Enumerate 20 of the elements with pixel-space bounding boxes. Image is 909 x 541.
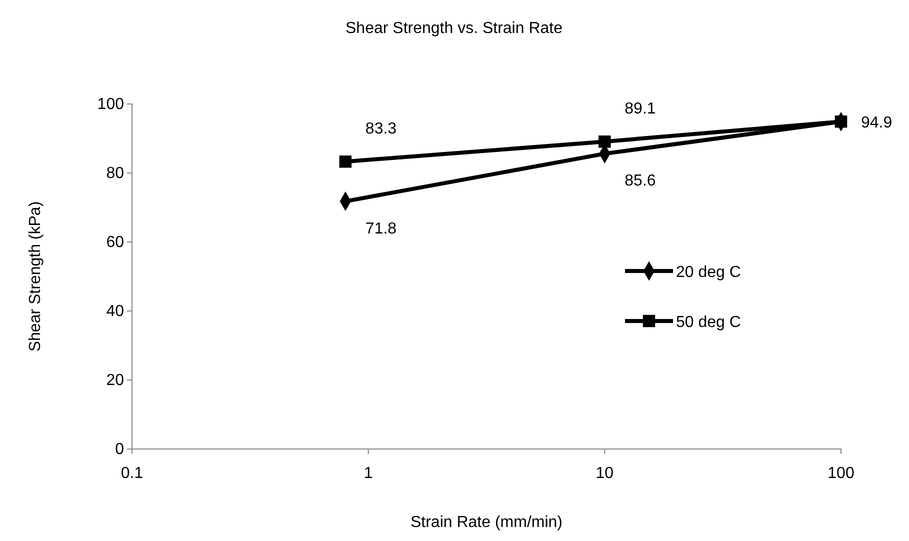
data-label: 71.8 xyxy=(365,220,397,238)
legend-label: 50 deg C xyxy=(676,314,741,331)
y-tick-label: 100 xyxy=(97,96,124,114)
chart-title: Shear Strength vs. Strain Rate xyxy=(346,20,563,37)
y-tick-label: 80 xyxy=(106,165,124,182)
x-tick-label: 1 xyxy=(364,464,373,482)
x-axis-title: Strain Rate (mm/min) xyxy=(410,514,563,531)
y-tick-label: 40 xyxy=(106,303,124,320)
data-label: 94.9 xyxy=(861,114,892,132)
y-tick-label: 20 xyxy=(106,372,124,390)
y-tick-label: 60 xyxy=(106,234,124,252)
x-tick-label: 100 xyxy=(828,464,854,482)
x-tick-label: 0.1 xyxy=(120,464,144,482)
x-tick-label: 10 xyxy=(596,464,614,482)
data-label: 83.3 xyxy=(365,120,397,138)
y-tick-label: 0 xyxy=(115,441,124,458)
legend-label: 20 deg C xyxy=(676,264,741,281)
y-axis-title: Shear Strength (kPa) xyxy=(27,201,44,352)
data-label: 85.6 xyxy=(624,172,656,190)
data-label: 89.1 xyxy=(624,100,656,118)
